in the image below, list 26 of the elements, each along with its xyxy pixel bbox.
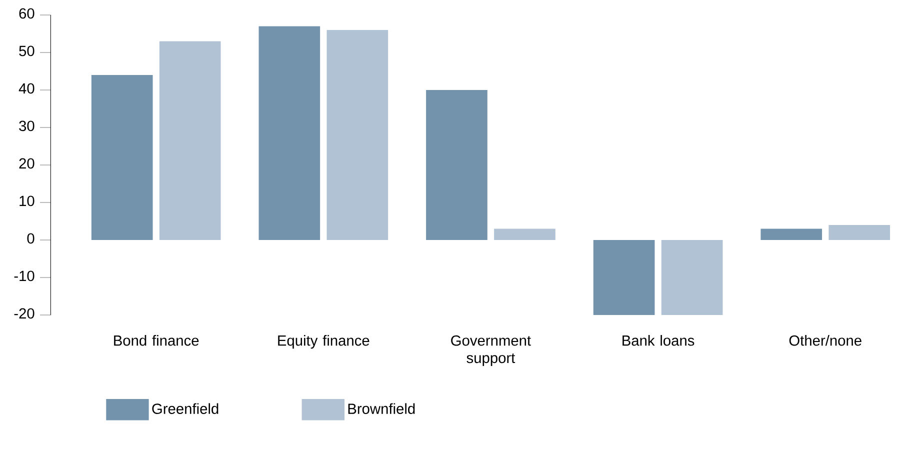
y-tick-label: -20	[14, 308, 34, 319]
y-tick-label: 20	[19, 158, 34, 169]
y-tick-label: 50	[19, 46, 34, 56]
bar	[326, 30, 388, 240]
y-tick-label: 10	[20, 196, 34, 206]
bar	[91, 75, 153, 240]
x-tick-label: Other/none	[789, 335, 862, 346]
bar	[426, 90, 488, 240]
y-tick-label: 40	[18, 83, 34, 94]
y-tick-label: 30	[19, 120, 34, 132]
x-tick-label: Government support	[451, 335, 531, 366]
bar	[760, 228, 822, 240]
x-tick-label: Equity finance	[278, 335, 370, 349]
y-tick-label: 60	[19, 8, 34, 19]
y-tick-label: 0	[27, 233, 34, 244]
y-tick-label: -10	[14, 270, 34, 282]
bar	[593, 240, 655, 315]
bar	[258, 26, 320, 240]
bar	[828, 225, 890, 240]
x-tick-label: Bank loans	[622, 335, 694, 346]
bar	[159, 41, 221, 240]
legend-label: Greenfield	[152, 403, 218, 414]
x-tick-label: Bond finance	[114, 335, 199, 346]
bar	[494, 228, 556, 240]
bar	[661, 240, 723, 315]
legend-label: Brownfield	[348, 403, 415, 414]
